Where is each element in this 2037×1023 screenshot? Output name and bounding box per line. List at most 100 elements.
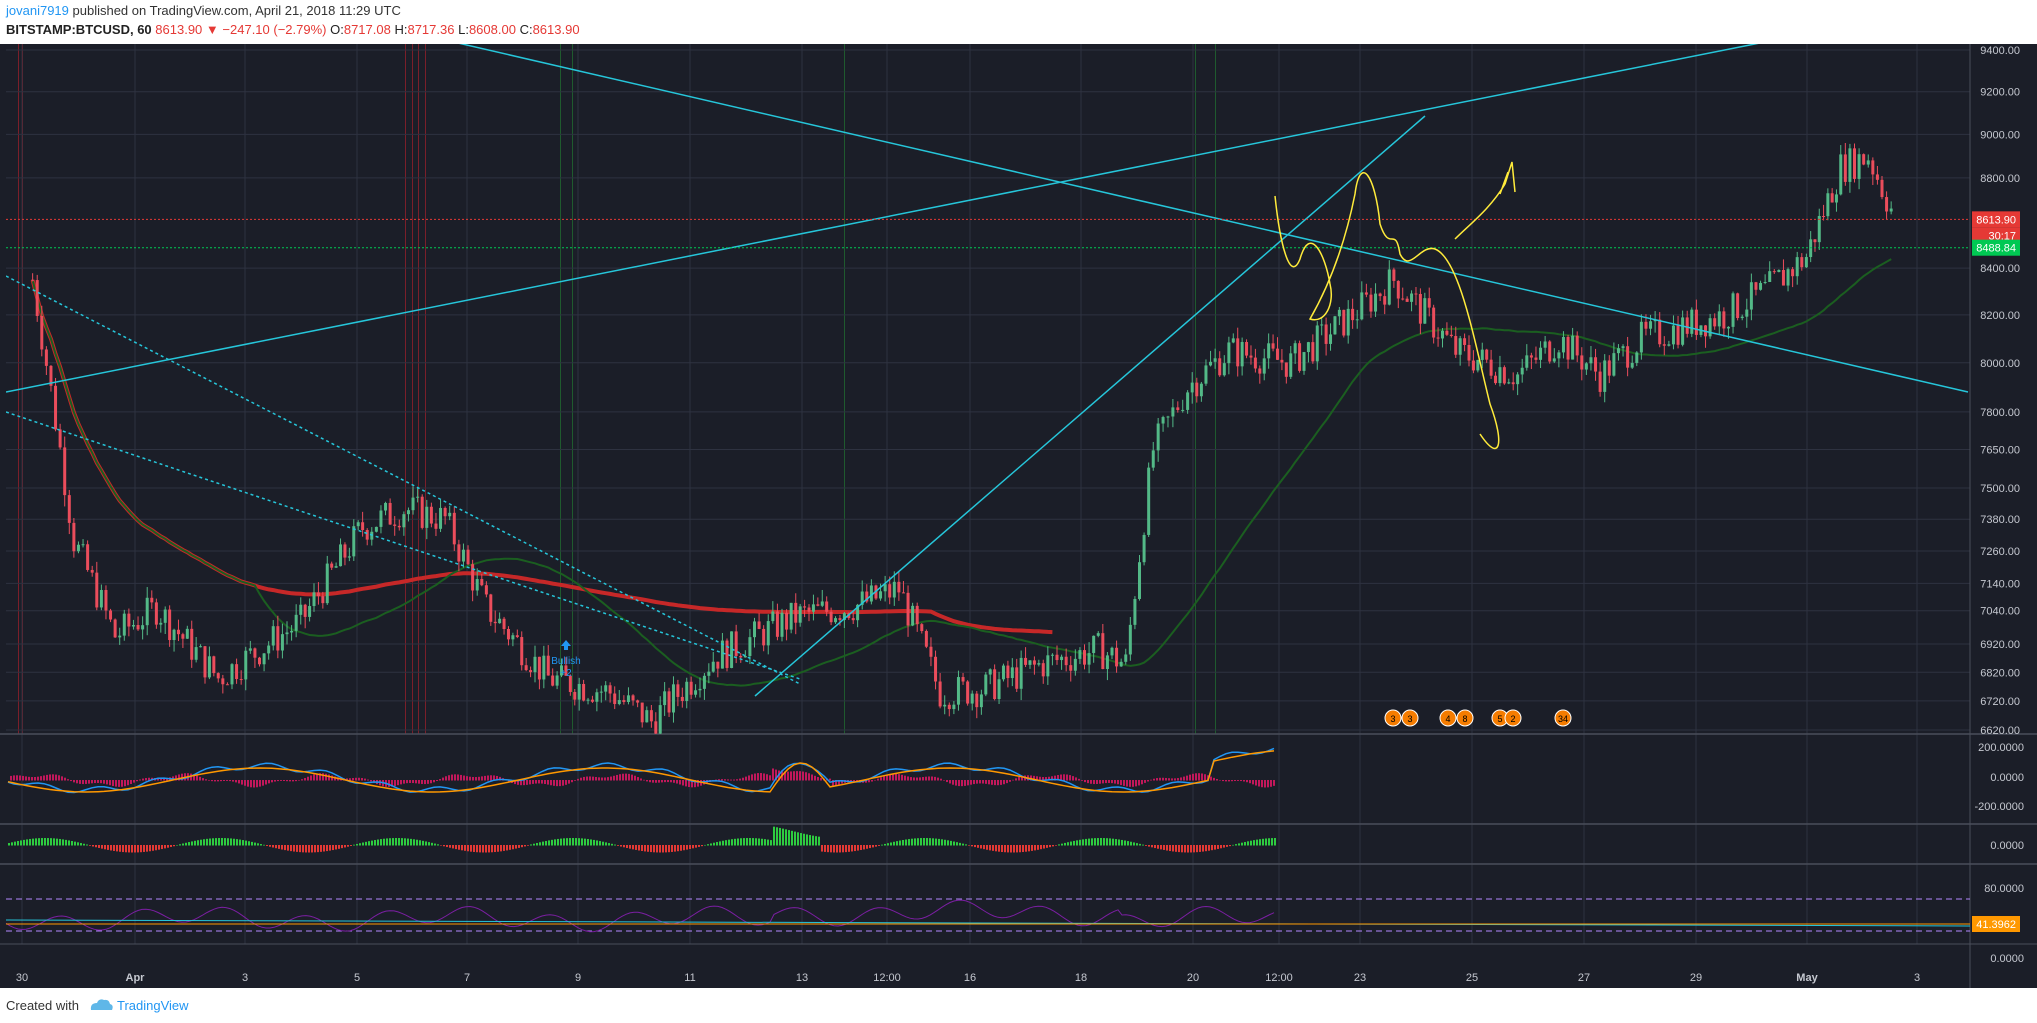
oscillator-bar [1184,845,1186,853]
oscillator-bar [23,839,25,846]
macd-bar [610,776,612,781]
chart-area[interactable]: Bullish +2 3 3 4 8 5 2 34 9400.00 9200.00 9000.00 88… [0,44,2037,988]
candle [104,590,108,611]
tradingview-link[interactable]: TradingView [117,998,189,1013]
oscillator-bar [326,845,328,852]
oscillator-bar [233,838,235,846]
candle [734,631,738,656]
oscillator-bar [1049,845,1051,848]
oscillator-bar [818,836,820,846]
candle [685,681,689,701]
chart-svg[interactable]: Bullish+23 3 4 8 5 2 349400.009200.009000.0088… [0,44,2037,988]
macd-bar [970,780,972,785]
event-count: 2 [1510,714,1515,724]
candle [1449,334,1453,337]
oscillator-bar [824,845,826,852]
price-change: −247.10 (−2.79%) [222,22,327,37]
macd-bar [286,780,288,782]
oscillator-bar [71,841,73,846]
candle [753,621,756,638]
candle [1639,321,1643,353]
candle [1813,239,1817,243]
candle [466,549,470,565]
macd-bar [772,768,774,781]
candle [1245,342,1249,356]
oscillator-bar [395,838,397,846]
oscillator-bar [260,844,262,846]
candle [1804,257,1808,268]
candle [72,522,76,552]
candle [1110,647,1114,656]
candle [216,673,220,679]
candle [308,606,312,617]
oscillator-bar [1082,839,1084,846]
candle [1880,179,1884,198]
oscillator-bar [962,843,964,846]
macd-bar [1087,780,1089,784]
oscillator-bar [548,840,550,846]
macd-bar [586,776,588,781]
oscillator-bar [458,845,460,850]
oscillator-bar [626,845,628,849]
candle [1445,330,1449,335]
bullish-label: Bullish [551,656,580,667]
macd-bar [1243,780,1245,782]
candle [1396,280,1400,299]
candle [1476,359,1480,371]
macd-bar [205,779,207,781]
macd-bar [580,777,582,781]
oscillator-bar [998,845,1000,852]
macd-bar [787,771,789,781]
macd-bar [649,780,651,783]
oscillator-bar [467,845,469,852]
tradingview-logo-icon[interactable] [88,996,114,1014]
oscillator-bar [230,838,232,846]
time-tick-label: 12:00 [1265,972,1293,984]
macd-bar [1231,780,1233,782]
oscillator-bar [845,845,847,853]
candle [1190,382,1194,393]
oscillator-bar [773,826,775,846]
candle [1649,321,1653,329]
macd-bar [583,776,585,781]
macd-bar [37,776,39,781]
oscillator-bar [1070,841,1072,846]
candle [379,510,383,527]
candle [622,700,626,703]
macd-bar [346,778,348,781]
candle [771,611,775,622]
oscillator-bar [752,838,754,846]
macd-bar [70,780,72,782]
candle [807,607,811,612]
oscillator-bar [38,838,40,846]
macd-bar [445,776,447,781]
oscillator-bar [758,838,760,846]
candle [1458,338,1462,355]
candle [952,704,956,710]
candle [1862,154,1866,165]
candle [416,496,420,498]
time-tick-label: May [1796,972,1818,984]
macd-bar [910,777,912,781]
candle [1772,271,1776,273]
macd-bar [295,780,297,782]
candle [1621,346,1625,349]
candle [1227,342,1231,364]
macd-bar [439,779,441,781]
symbol-label[interactable]: BITSTAMP:BTCUSD, 60 [6,22,152,37]
oscillator-bar [1076,840,1078,846]
event-flag-icon [1456,709,1474,727]
time-tick-label: 11 [684,972,695,984]
oscillator-bar [884,843,886,846]
macd-bar [1057,774,1059,781]
candle [555,675,559,686]
candle [244,650,248,680]
candle [99,590,103,608]
candle [1759,282,1763,290]
candle [564,665,568,676]
oscillator-bar [512,845,514,850]
macd-bar [229,780,231,782]
macd-bar [55,774,57,781]
macd-bar [1171,778,1173,781]
author-link[interactable]: jovani7919 [6,3,69,18]
